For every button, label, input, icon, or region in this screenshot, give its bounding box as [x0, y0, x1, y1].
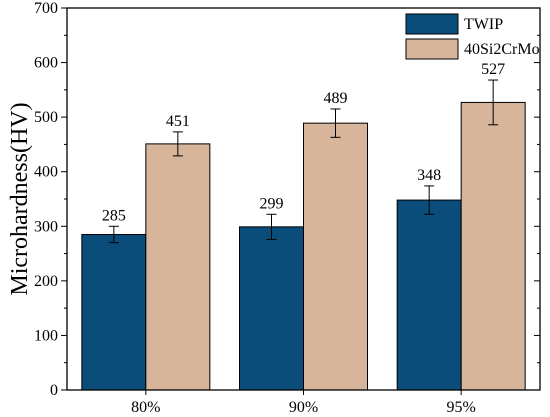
- y-tick-label: 400: [34, 164, 58, 181]
- plot-frame: [66, 7, 541, 391]
- bar: [460, 101, 526, 391]
- y-tick-label: 700: [34, 0, 58, 17]
- bar: [239, 226, 304, 391]
- legend-label: TWIP: [464, 16, 503, 33]
- y-tick-label: 300: [34, 218, 58, 235]
- data-label: 285: [102, 207, 126, 224]
- legend-swatch: [405, 13, 459, 35]
- data-label: 299: [260, 195, 284, 212]
- bar: [396, 199, 462, 391]
- y-tick-label: 200: [34, 273, 58, 290]
- y-axis-title: Microhardness(HV): [7, 102, 33, 295]
- legend-label: 40Si2CrMo: [464, 41, 540, 58]
- data-label: 489: [324, 90, 348, 107]
- legend-swatch: [405, 38, 459, 60]
- y-tick-label: 500: [34, 109, 58, 126]
- x-tick-label: 95%: [447, 399, 476, 416]
- data-label: 348: [417, 167, 441, 184]
- y-tick-label: 0: [50, 382, 58, 399]
- data-label: 451: [166, 113, 190, 130]
- y-tick-label: 600: [34, 55, 58, 72]
- bar: [303, 122, 368, 391]
- y-tick-label: 100: [34, 327, 58, 344]
- bar: [145, 143, 211, 391]
- x-tick-label: 80%: [131, 399, 160, 416]
- bar: [81, 233, 147, 391]
- x-tick-label: 90%: [289, 399, 318, 416]
- data-label: 527: [481, 61, 505, 78]
